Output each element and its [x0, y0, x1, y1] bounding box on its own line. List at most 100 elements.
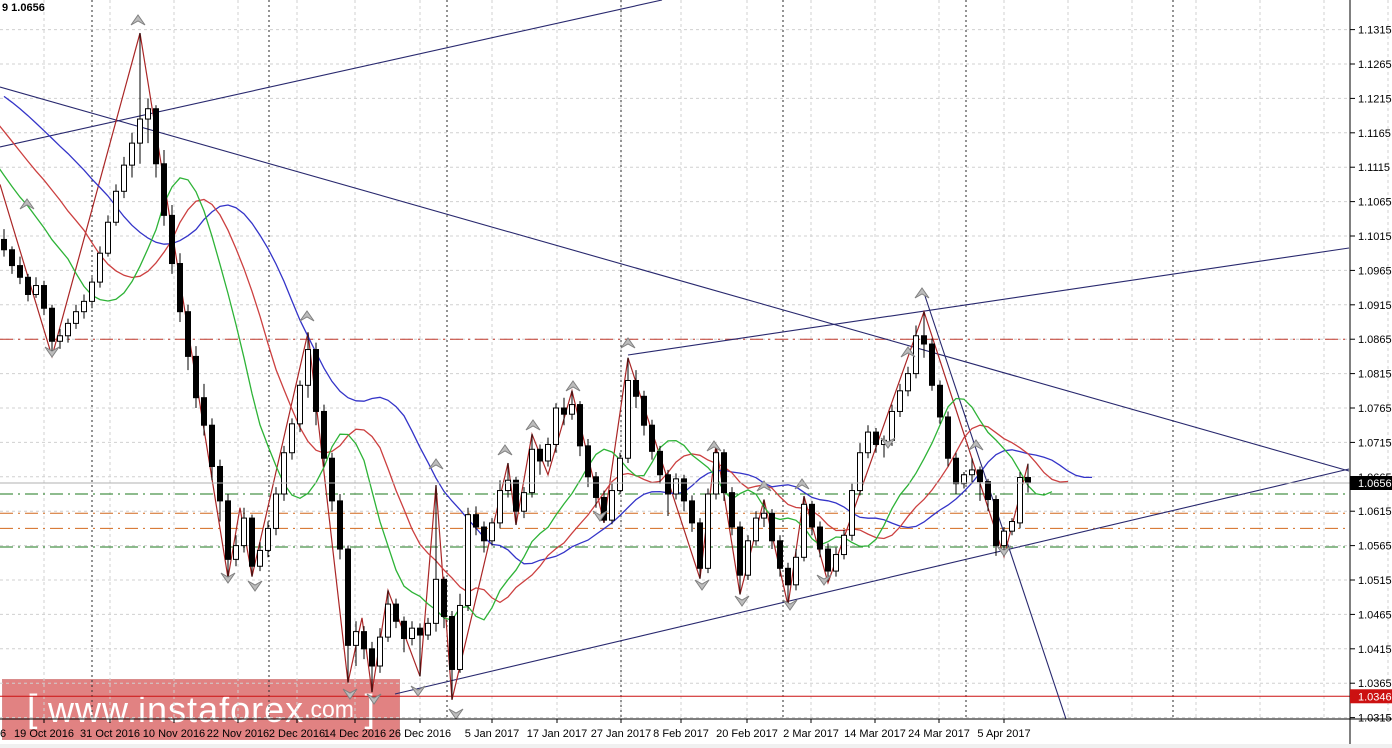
- watermark-text: www.instaforex: [48, 688, 305, 730]
- price-tick-label: 1.0415: [1358, 644, 1392, 656]
- price-tick-label: 1.0765: [1358, 403, 1392, 415]
- date-tick-label: 17 Jan 2017: [527, 728, 588, 740]
- candle-bull: [65, 322, 71, 337]
- candle-bull: [233, 545, 239, 560]
- candle-bull: [713, 452, 719, 495]
- candle-bear: [513, 479, 519, 512]
- candle-bull: [705, 493, 711, 569]
- candle-bear: [785, 567, 791, 586]
- candle-bull: [761, 512, 767, 519]
- date-tick-label: 2 Dec 2016: [269, 728, 325, 740]
- candle-bull: [913, 335, 919, 375]
- time-axis-labels: 6 19 Oct 2016 31 Oct 2016 10 Nov 2016 22 Nov…: [0, 719, 1031, 740]
- candle-bull: [521, 492, 527, 512]
- candle-bull: [753, 517, 759, 542]
- candle-bull: [281, 452, 287, 495]
- price-tick-label: 1.0365: [1358, 678, 1392, 690]
- fractal-up-icon: [565, 380, 581, 392]
- candle-bear: [697, 522, 703, 569]
- candle-bear: [809, 503, 815, 528]
- candle-bear: [665, 474, 671, 495]
- candle-bear: [873, 431, 879, 445]
- candle-bear: [769, 512, 775, 542]
- fractal-down-icon: [782, 599, 798, 611]
- alligator-teeth: [0, 125, 1069, 604]
- candle-bull: [457, 604, 463, 670]
- candle-bull: [569, 404, 575, 415]
- candle-bull: [673, 478, 679, 495]
- candle-bear: [945, 416, 951, 459]
- price-tick-label: 1.0865: [1358, 334, 1392, 346]
- candle-bear: [369, 648, 375, 667]
- fractal-down-icon: [342, 688, 358, 700]
- candle-bull: [81, 300, 87, 313]
- fractal-down-icon: [816, 574, 832, 586]
- candle-bull: [897, 390, 903, 412]
- date-tick-label: 10 Nov 2016: [143, 728, 205, 740]
- candle-bear: [9, 249, 15, 267]
- date-tick-label: 24 Mar 2017: [908, 728, 970, 740]
- candle-bear: [249, 517, 255, 567]
- candle-bear: [177, 263, 183, 313]
- fractal-up-icon: [428, 458, 444, 470]
- candle-bull: [465, 514, 471, 606]
- fractal-up-icon: [900, 346, 916, 358]
- candle-bull: [137, 118, 143, 144]
- candle-bear: [201, 397, 207, 426]
- candle-bull: [857, 452, 863, 492]
- price-tick-label: 1.1315: [1358, 25, 1392, 37]
- fractal-up-icon: [525, 419, 541, 431]
- candle-bear: [321, 410, 327, 459]
- candle-bull: [425, 622, 431, 636]
- candle-bull: [489, 522, 495, 542]
- price-tick-label: 1.0565: [1358, 541, 1392, 553]
- candles: [1, 33, 1031, 700]
- level-badge: 1.0346: [1350, 689, 1392, 704]
- candle-bear: [25, 276, 31, 295]
- candle-bear: [601, 496, 607, 521]
- fractal-down-icon: [220, 572, 236, 584]
- trendline: [0, 0, 663, 148]
- candle-bear: [921, 335, 927, 345]
- price-tick-label: 1.1265: [1358, 59, 1392, 71]
- fractal-down-icon: [410, 685, 426, 697]
- trendline: [394, 468, 1350, 695]
- fractal-down-icon: [247, 580, 263, 592]
- candle-bear: [185, 311, 191, 357]
- candle-bear: [593, 476, 599, 498]
- fractal-up-icon: [130, 14, 146, 26]
- candle-bull: [265, 527, 271, 551]
- candle-bull: [289, 423, 295, 454]
- date-tick-label: 8 Feb 2017: [653, 728, 709, 740]
- candle-bear: [169, 214, 175, 265]
- trendline: [627, 247, 1350, 356]
- candle-bear: [1, 238, 7, 251]
- candle-bear: [537, 448, 543, 462]
- candle-bear: [681, 478, 687, 502]
- fractal-down-icon: [44, 346, 60, 358]
- candle-bull: [801, 503, 807, 558]
- candle-bull: [145, 108, 151, 120]
- candle-bear: [577, 404, 583, 447]
- candle-bull: [241, 517, 247, 547]
- price-tick-label: 1.1065: [1358, 197, 1392, 209]
- candle-bear: [41, 285, 47, 309]
- plot-content: [0, 0, 1350, 719]
- candle-bear: [17, 265, 23, 278]
- candle-bull: [257, 549, 263, 567]
- candle-bear: [337, 500, 343, 550]
- candle-bull: [793, 556, 799, 586]
- candle-bull: [377, 636, 383, 667]
- date-tick-label: 14 Mar 2017: [844, 728, 906, 740]
- date-tick-label: 20 Feb 2017: [716, 728, 778, 740]
- price-tick-label: 1.0315: [1358, 713, 1392, 725]
- candle-bear: [161, 163, 167, 216]
- candle-bull: [745, 540, 751, 576]
- price-axis-labels: 1.0315 1.0365 1.0415 1.0465 1.0515 1.0565 1.06…: [1350, 25, 1392, 725]
- candle-bear: [953, 457, 959, 485]
- candle-bear: [329, 457, 335, 502]
- candle-bull: [1009, 521, 1015, 532]
- date-tick-label: 26 Dec 2016: [389, 728, 451, 740]
